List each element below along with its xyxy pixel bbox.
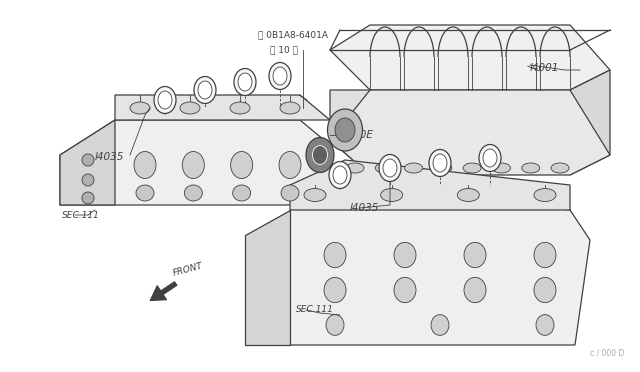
FancyArrowPatch shape xyxy=(150,282,177,301)
Ellipse shape xyxy=(551,163,569,173)
Polygon shape xyxy=(290,185,590,345)
Ellipse shape xyxy=(82,154,94,166)
Ellipse shape xyxy=(194,77,216,103)
Ellipse shape xyxy=(329,161,351,189)
Ellipse shape xyxy=(324,278,346,303)
Ellipse shape xyxy=(233,185,251,201)
Ellipse shape xyxy=(429,150,451,176)
Ellipse shape xyxy=(433,154,447,172)
Ellipse shape xyxy=(82,192,94,204)
Ellipse shape xyxy=(279,151,301,179)
Ellipse shape xyxy=(280,102,300,114)
Text: 〈 10 〉: 〈 10 〉 xyxy=(270,45,298,55)
Ellipse shape xyxy=(158,91,172,109)
Ellipse shape xyxy=(306,138,334,173)
Ellipse shape xyxy=(82,174,94,186)
Ellipse shape xyxy=(234,68,256,96)
Ellipse shape xyxy=(154,87,176,113)
Ellipse shape xyxy=(394,242,416,267)
Polygon shape xyxy=(330,25,610,90)
Text: l4035: l4035 xyxy=(350,203,380,213)
Ellipse shape xyxy=(379,154,401,182)
Ellipse shape xyxy=(346,163,364,173)
Ellipse shape xyxy=(335,118,355,142)
Ellipse shape xyxy=(492,163,511,173)
Ellipse shape xyxy=(238,73,252,91)
Text: FRONT: FRONT xyxy=(172,262,204,278)
Polygon shape xyxy=(115,95,330,120)
Ellipse shape xyxy=(536,315,554,335)
Ellipse shape xyxy=(534,189,556,202)
Ellipse shape xyxy=(328,109,362,151)
Ellipse shape xyxy=(198,81,212,99)
Polygon shape xyxy=(60,120,330,205)
Ellipse shape xyxy=(522,163,540,173)
Ellipse shape xyxy=(269,62,291,90)
Ellipse shape xyxy=(375,163,394,173)
Text: l4035: l4035 xyxy=(95,152,124,162)
Text: SEC.111: SEC.111 xyxy=(62,211,100,219)
Ellipse shape xyxy=(431,315,449,335)
Polygon shape xyxy=(570,70,610,175)
Text: SEC.111: SEC.111 xyxy=(296,305,334,314)
Ellipse shape xyxy=(383,159,397,177)
Ellipse shape xyxy=(182,151,204,179)
Polygon shape xyxy=(290,160,570,210)
Ellipse shape xyxy=(312,145,328,164)
Ellipse shape xyxy=(130,102,150,114)
Ellipse shape xyxy=(304,189,326,202)
Ellipse shape xyxy=(180,102,200,114)
Ellipse shape xyxy=(230,151,253,179)
Ellipse shape xyxy=(458,189,479,202)
Ellipse shape xyxy=(404,163,422,173)
Ellipse shape xyxy=(381,189,403,202)
Ellipse shape xyxy=(483,149,497,167)
Ellipse shape xyxy=(273,67,287,85)
Text: l4040E: l4040E xyxy=(338,130,374,140)
Ellipse shape xyxy=(134,151,156,179)
Polygon shape xyxy=(245,210,290,345)
Ellipse shape xyxy=(136,185,154,201)
Polygon shape xyxy=(330,90,610,175)
Ellipse shape xyxy=(333,166,347,184)
Ellipse shape xyxy=(534,278,556,303)
Ellipse shape xyxy=(479,144,501,171)
Ellipse shape xyxy=(324,242,346,267)
Ellipse shape xyxy=(534,242,556,267)
Text: c / 000 D: c / 000 D xyxy=(590,349,625,358)
Polygon shape xyxy=(330,90,370,175)
Text: Ⓑ 0B1A8-6401A: Ⓑ 0B1A8-6401A xyxy=(258,31,328,39)
Ellipse shape xyxy=(230,102,250,114)
Text: l4001: l4001 xyxy=(530,63,559,73)
Ellipse shape xyxy=(326,315,344,335)
Ellipse shape xyxy=(464,278,486,303)
Polygon shape xyxy=(60,120,115,205)
Ellipse shape xyxy=(394,278,416,303)
Ellipse shape xyxy=(281,185,299,201)
Ellipse shape xyxy=(184,185,202,201)
Ellipse shape xyxy=(434,163,452,173)
Ellipse shape xyxy=(463,163,481,173)
Ellipse shape xyxy=(464,242,486,267)
